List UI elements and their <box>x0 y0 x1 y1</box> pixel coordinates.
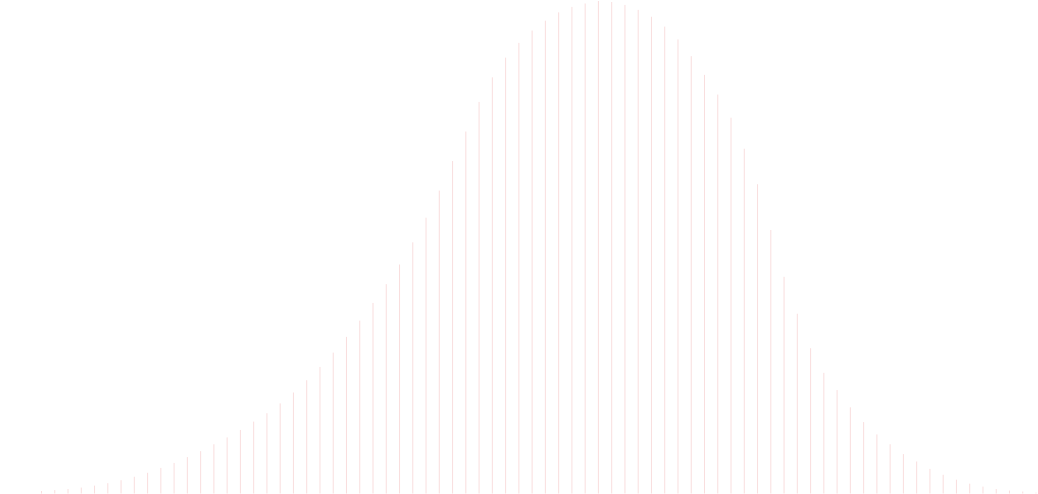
bar-18 <box>266 413 268 494</box>
bar-65 <box>889 444 891 494</box>
bar-68 <box>929 468 931 494</box>
bar-73 <box>995 489 997 494</box>
bar-57 <box>783 276 785 494</box>
bar-69 <box>942 474 944 494</box>
bar-43 <box>597 1 599 494</box>
bar-24 <box>345 336 347 494</box>
bar-64 <box>876 434 878 494</box>
bar-48 <box>664 26 666 494</box>
bar-70 <box>955 479 957 494</box>
bar-53 <box>730 117 732 494</box>
bar-26 <box>372 302 374 494</box>
bar-59 <box>810 348 812 494</box>
bar-3 <box>67 489 69 494</box>
bar-28 <box>399 264 401 494</box>
bar-11 <box>173 462 175 494</box>
bar-30 <box>425 217 427 494</box>
bar-35 <box>491 77 493 494</box>
bar-27 <box>385 284 387 494</box>
bar-61 <box>836 390 838 494</box>
bar-20 <box>292 392 294 494</box>
bar-21 <box>306 380 308 494</box>
bar-7 <box>120 480 122 494</box>
bar-54 <box>743 148 745 494</box>
bar-4 <box>80 487 82 494</box>
bar-60 <box>823 372 825 494</box>
bar-50 <box>690 56 692 494</box>
bar-12 <box>186 457 188 494</box>
bar-39 <box>544 20 546 494</box>
bar-23 <box>332 352 334 494</box>
bar-63 <box>863 422 865 494</box>
bar-6 <box>107 483 109 494</box>
bar-5 <box>94 485 96 494</box>
bar-38 <box>531 30 533 494</box>
bar-47 <box>650 16 652 494</box>
bar-25 <box>359 320 361 494</box>
bar-13 <box>200 451 202 494</box>
bar-75 <box>1022 491 1024 494</box>
bar-44 <box>611 1 613 494</box>
bar-40 <box>558 12 560 494</box>
bar-46 <box>637 9 639 494</box>
bar-55 <box>757 184 759 494</box>
bar-series <box>41 1 1037 494</box>
bar-1 <box>41 491 42 494</box>
bar-41 <box>571 6 573 494</box>
bar-19 <box>279 403 281 494</box>
bar-49 <box>677 39 679 494</box>
bar-34 <box>478 101 480 494</box>
bar-16 <box>239 429 241 494</box>
bar-2 <box>54 490 56 494</box>
bar-56 <box>770 230 772 494</box>
bar-67 <box>916 461 918 494</box>
bar-9 <box>147 472 149 494</box>
bar-29 <box>412 242 414 494</box>
bar-62 <box>849 407 851 494</box>
bar-42 <box>584 3 586 494</box>
bar-71 <box>969 483 971 494</box>
bar-10 <box>160 467 162 494</box>
bar-51 <box>704 74 705 494</box>
bar-31 <box>438 190 440 494</box>
bar-66 <box>902 454 904 494</box>
bar-74 <box>1008 490 1010 494</box>
bar-15 <box>226 437 228 494</box>
bar-32 <box>452 161 454 494</box>
bar-58 <box>796 313 798 494</box>
bar-76 <box>1035 492 1037 494</box>
bar-36 <box>505 57 507 494</box>
bar-22 <box>319 366 321 494</box>
bar-37 <box>518 42 520 494</box>
bar-45 <box>624 4 626 494</box>
bar-33 <box>465 131 467 494</box>
bar-8 <box>133 476 135 494</box>
bar-14 <box>213 444 215 494</box>
bar-17 <box>253 421 255 494</box>
bar-52 <box>717 94 719 494</box>
bar-72 <box>982 486 984 494</box>
